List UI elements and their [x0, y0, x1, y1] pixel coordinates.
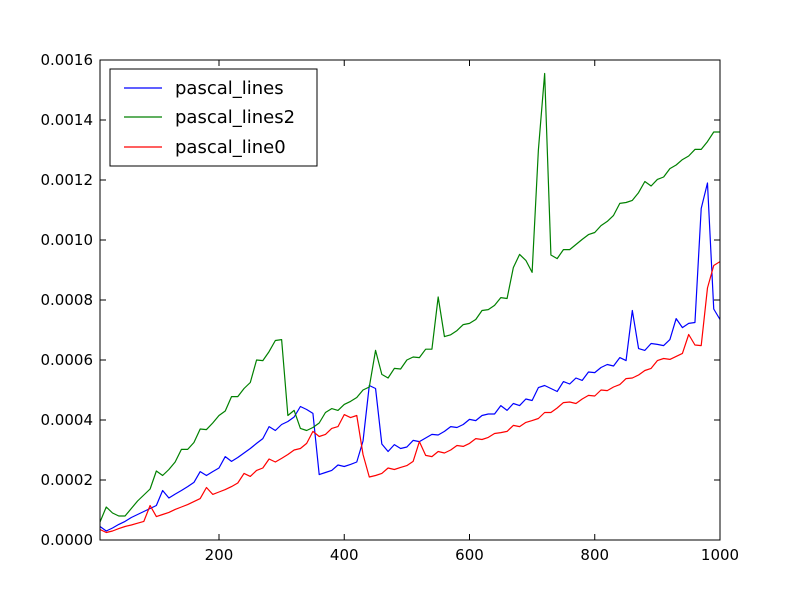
y-tick-label: 0.0012 — [41, 171, 94, 189]
x-tick-label: 600 — [455, 546, 484, 564]
y-tick-label: 0.0006 — [41, 351, 94, 369]
legend-label-pascal-lines2: pascal_lines2 — [175, 107, 295, 128]
series-line-pascal-lines2 — [100, 72, 720, 523]
x-tick-label: 800 — [580, 546, 609, 564]
legend-label-pascal-line0: pascal_line0 — [175, 137, 286, 158]
y-tick-label: 0.0002 — [41, 471, 94, 489]
y-tick-label: 0.0010 — [41, 231, 94, 249]
series-line-pascal-line0 — [100, 261, 720, 534]
axes-layer: 200 400 600 800 1000 0.0000 0.0002 0.0004 0.0006… — [41, 51, 740, 564]
x-tick-label: 1000 — [701, 546, 739, 564]
series-line-pascal-lines — [100, 182, 720, 532]
y-tick-label: 0.0004 — [41, 411, 94, 429]
legend-label-pascal-lines: pascal_lines — [175, 78, 284, 99]
legend: pascal_lines pascal_lines2 pascal_line0 — [109, 68, 318, 167]
x-tick-label: 400 — [330, 546, 359, 564]
series-layer — [100, 72, 720, 534]
x-tick-label: 200 — [205, 546, 234, 564]
y-tick-label: 0.0008 — [41, 291, 94, 309]
y-tick-label: 0.0000 — [41, 531, 94, 549]
y-tick-label: 0.0016 — [41, 51, 94, 69]
y-tick-label: 0.0014 — [41, 111, 94, 129]
